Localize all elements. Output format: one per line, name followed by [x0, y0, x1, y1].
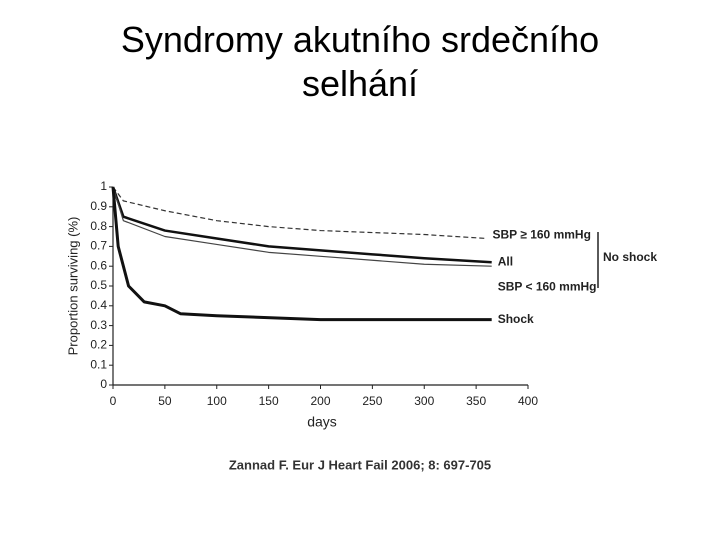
y-axis-label: Proportion surviving (%) [65, 217, 80, 356]
x-axis-label: days [307, 414, 337, 430]
x-tick-label: 50 [158, 394, 172, 408]
x-tick-label: 300 [414, 394, 434, 408]
legend-label: SBP < 160 mmHg [498, 279, 597, 293]
y-tick-label: 0.2 [90, 338, 107, 352]
source-note: Zannad F. Eur J Heart Fail 2006; 8: 697-… [229, 457, 491, 472]
y-tick-label: 0.9 [90, 199, 107, 213]
x-tick-label: 150 [259, 394, 279, 408]
legend-label: All [498, 254, 513, 268]
x-tick-label: 250 [362, 394, 382, 408]
y-tick-label: 0.1 [90, 357, 107, 371]
annotation: No shock [603, 250, 657, 264]
x-tick-label: 400 [518, 394, 538, 408]
y-tick-label: 0.6 [90, 258, 107, 272]
line [111, 186, 492, 264]
x-tick-label: 200 [310, 394, 330, 408]
y-tick-label: 0.8 [90, 219, 107, 233]
x-tick-label: 350 [466, 394, 486, 408]
y-tick-label: 0.4 [90, 298, 107, 312]
line [112, 186, 492, 267]
legend-label: Shock [498, 312, 534, 326]
legend-label: SBP ≥ 160 mmHg [493, 228, 591, 242]
y-tick-label: 0.5 [90, 278, 107, 292]
y-tick-label: 0.7 [90, 239, 107, 253]
x-tick-label: 0 [110, 394, 117, 408]
y-tick-label: 0 [100, 377, 107, 391]
y-tick-label: 1 [100, 179, 107, 193]
y-tick-label: 0.3 [90, 318, 107, 332]
slide-title: Syndromy akutního srdečního selhání [120, 19, 600, 104]
line [111, 186, 492, 322]
x-tick-label: 100 [207, 394, 227, 408]
